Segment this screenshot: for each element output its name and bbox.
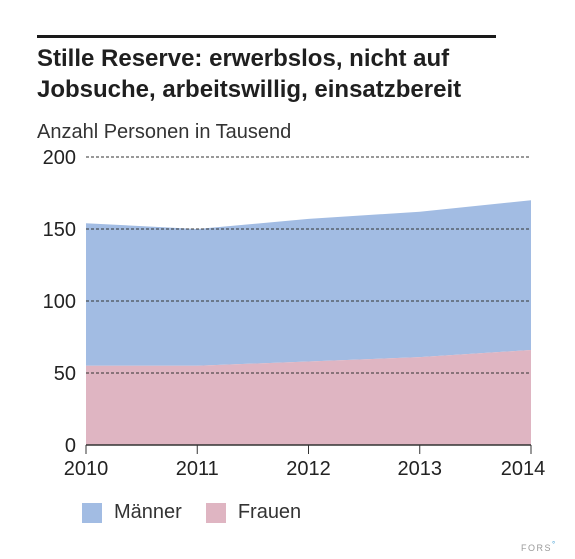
y-tick-label-50: 50 bbox=[54, 363, 76, 385]
x-tick-label-2014: 2014 bbox=[501, 458, 546, 480]
legend-swatch-frauen bbox=[205, 502, 226, 523]
fors-logo: FORS° bbox=[521, 540, 557, 553]
chart-subtitle: Anzahl Personen in Tausend bbox=[37, 121, 292, 143]
legend-item-frauen: Frauen bbox=[205, 501, 302, 524]
chart-title: Stille Reserve: erwerbslos, nicht auf Jo… bbox=[37, 45, 462, 103]
y-tick-label-150: 150 bbox=[43, 219, 76, 241]
legend: Männer Frauen bbox=[82, 501, 325, 524]
y-tick-label-0: 0 bbox=[65, 435, 76, 457]
x-tick-label-2010: 2010 bbox=[64, 458, 109, 480]
title-rule bbox=[37, 35, 496, 38]
x-tick-label-2013: 2013 bbox=[398, 458, 443, 480]
legend-label-frauen: Frauen bbox=[237, 501, 302, 523]
logo-dot: ° bbox=[552, 540, 557, 549]
x-tick-label-2011: 2011 bbox=[176, 458, 219, 480]
area-maenner bbox=[86, 200, 531, 366]
y-tick-label-200: 200 bbox=[43, 147, 76, 169]
x-tick-label-2012: 2012 bbox=[286, 458, 331, 480]
legend-label-maenner: Männer bbox=[114, 501, 182, 523]
legend-item-maenner: Männer bbox=[82, 501, 182, 524]
legend-swatch-maenner bbox=[82, 502, 102, 523]
logo-text: FORS bbox=[521, 543, 553, 553]
y-tick-label-100: 100 bbox=[43, 291, 76, 313]
area-frauen bbox=[86, 349, 531, 445]
